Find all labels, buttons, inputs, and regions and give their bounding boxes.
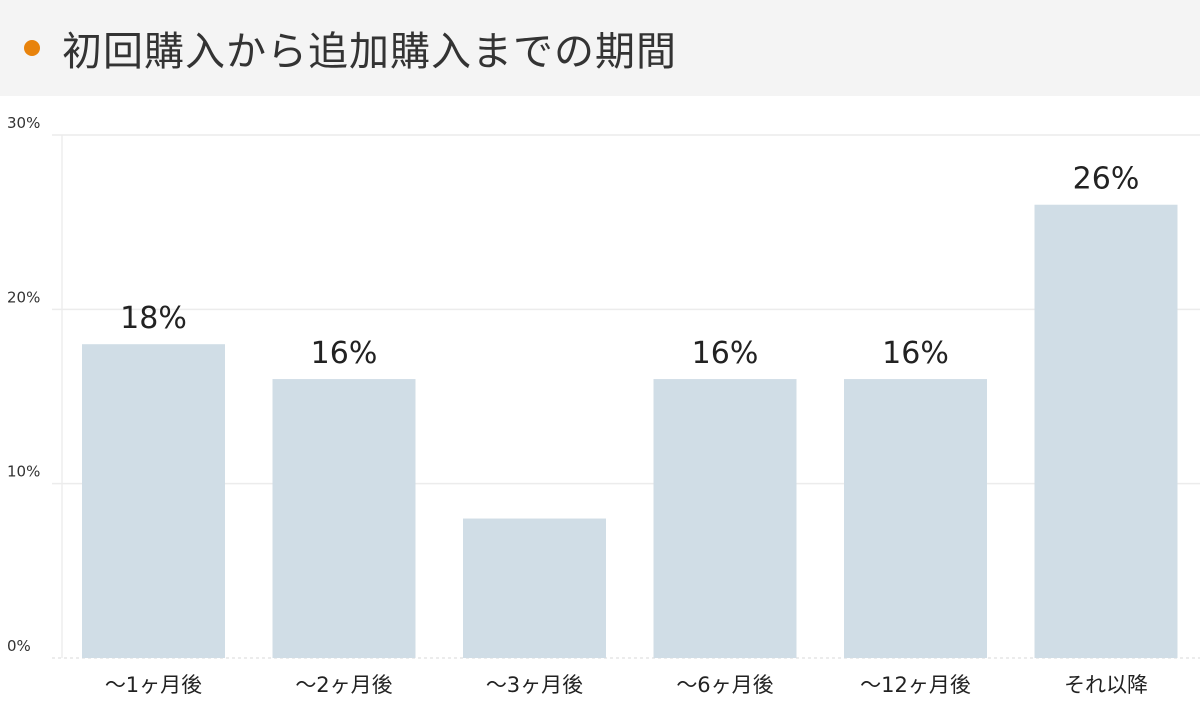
bar-chart: 0% 10% 20% 30% 18% ～1ヶ月後 16% ～2ヶ月後 ～3ヶ月後 16% ～6ヶ月後…: [7, 114, 1200, 697]
chart-header: 初回購入から追加購入までの期間: [0, 0, 1200, 96]
x-tick-label: ～1ヶ月後: [105, 673, 202, 697]
data-label: 26%: [1073, 162, 1140, 197]
data-label: 16%: [882, 336, 949, 371]
y-tick-label: 0%: [7, 637, 31, 655]
bar: [82, 344, 225, 658]
x-tick-label: それ以降: [1064, 673, 1148, 697]
bar: [272, 379, 416, 658]
x-tick-label: ～3ヶ月後: [486, 673, 583, 697]
x-tick-label: ～6ヶ月後: [676, 673, 773, 697]
y-tick-label: 20%: [7, 288, 40, 306]
bar: [463, 518, 606, 658]
bullet-dot-icon: [24, 40, 40, 56]
x-tick-label: ～12ヶ月後: [860, 673, 971, 697]
bar: [844, 379, 987, 658]
data-label: 16%: [692, 336, 759, 371]
chart-title: 初回購入から追加購入までの期間: [62, 29, 677, 75]
bar: [653, 379, 797, 658]
y-tick-label: 30%: [7, 114, 40, 132]
y-tick-label: 10%: [7, 463, 40, 481]
data-label: 16%: [311, 336, 378, 371]
x-tick-label: ～2ヶ月後: [295, 673, 392, 697]
data-label: 18%: [120, 301, 187, 336]
bar: [1034, 204, 1178, 658]
